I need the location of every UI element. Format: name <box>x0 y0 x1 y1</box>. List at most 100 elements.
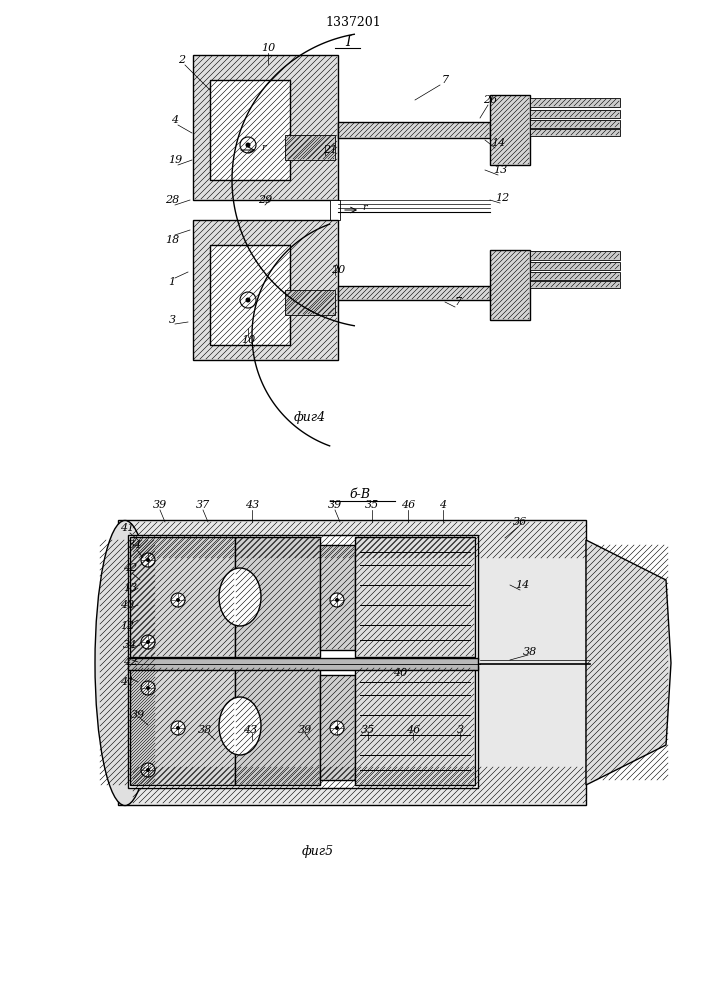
Text: 4: 4 <box>171 115 179 125</box>
Text: 37: 37 <box>196 500 210 510</box>
Text: 13: 13 <box>123 583 137 593</box>
Text: 26: 26 <box>483 95 497 105</box>
Text: 14: 14 <box>491 138 505 148</box>
Polygon shape <box>490 250 530 320</box>
Circle shape <box>335 598 339 602</box>
Text: 39: 39 <box>298 725 312 735</box>
Text: r: r <box>363 204 368 213</box>
Text: 19: 19 <box>168 155 182 165</box>
Circle shape <box>240 137 256 153</box>
Text: 12: 12 <box>120 621 134 631</box>
Bar <box>235 537 320 657</box>
Bar <box>193 220 338 360</box>
Circle shape <box>240 292 256 308</box>
Circle shape <box>171 721 185 735</box>
Text: 38: 38 <box>198 725 212 735</box>
Bar <box>330 200 340 220</box>
Circle shape <box>245 298 250 302</box>
Text: 29: 29 <box>258 195 272 205</box>
Text: 40: 40 <box>120 600 134 610</box>
Circle shape <box>146 768 150 772</box>
Bar <box>128 666 478 788</box>
Bar <box>128 658 478 670</box>
Bar <box>530 262 620 270</box>
Text: 7: 7 <box>455 297 462 307</box>
Text: 3: 3 <box>168 315 175 325</box>
Circle shape <box>141 553 155 567</box>
Text: 43: 43 <box>245 500 259 510</box>
Circle shape <box>141 681 155 695</box>
Text: 2: 2 <box>178 55 185 65</box>
Circle shape <box>176 726 180 730</box>
Bar <box>530 251 620 260</box>
Bar <box>530 129 620 136</box>
Circle shape <box>335 726 339 730</box>
Text: 1: 1 <box>168 277 175 287</box>
Bar <box>193 55 338 200</box>
Circle shape <box>330 721 344 735</box>
Text: 39: 39 <box>153 500 167 510</box>
Text: 43: 43 <box>243 725 257 735</box>
Text: 10: 10 <box>261 43 275 53</box>
Ellipse shape <box>219 697 261 755</box>
Bar <box>128 535 478 660</box>
Circle shape <box>146 558 150 562</box>
Text: 4: 4 <box>440 500 447 510</box>
Text: r: r <box>262 142 267 151</box>
Text: 35: 35 <box>365 500 379 510</box>
Bar <box>530 272 620 280</box>
Bar <box>235 667 320 785</box>
Circle shape <box>245 142 250 147</box>
Bar <box>118 520 586 805</box>
Text: фиг5: фиг5 <box>302 846 334 858</box>
Bar <box>285 135 335 160</box>
Bar <box>530 120 620 128</box>
Bar <box>355 537 475 657</box>
Text: 39: 39 <box>328 500 342 510</box>
Text: 18: 18 <box>165 235 179 245</box>
Text: 42: 42 <box>123 563 137 573</box>
Circle shape <box>176 598 180 602</box>
Ellipse shape <box>95 520 155 806</box>
Bar <box>210 245 290 345</box>
Text: 13: 13 <box>493 165 507 175</box>
Circle shape <box>141 763 155 777</box>
Text: I: I <box>345 35 351 49</box>
Text: 34: 34 <box>123 640 137 650</box>
Polygon shape <box>490 95 530 165</box>
Text: 46: 46 <box>406 725 420 735</box>
Bar <box>320 675 355 780</box>
Polygon shape <box>338 286 490 300</box>
Text: 41: 41 <box>120 523 134 533</box>
Text: б-В: б-В <box>349 488 370 502</box>
Text: 7: 7 <box>441 75 448 85</box>
Text: 20: 20 <box>331 265 345 275</box>
Text: 39: 39 <box>131 710 145 720</box>
Text: 3: 3 <box>457 725 464 735</box>
Bar <box>355 667 475 785</box>
Circle shape <box>141 635 155 649</box>
Text: 28: 28 <box>165 195 179 205</box>
Circle shape <box>146 640 150 644</box>
Text: 46: 46 <box>401 500 415 510</box>
Text: 12: 12 <box>495 193 509 203</box>
Bar <box>210 80 290 180</box>
Text: 42: 42 <box>123 657 137 667</box>
Bar <box>320 545 355 650</box>
Bar <box>130 667 235 785</box>
Circle shape <box>171 593 185 607</box>
Text: 38: 38 <box>523 647 537 657</box>
Polygon shape <box>586 540 671 785</box>
Ellipse shape <box>219 568 261 626</box>
Circle shape <box>330 593 344 607</box>
Bar <box>530 110 620 118</box>
Text: 40: 40 <box>393 668 407 678</box>
Circle shape <box>146 686 150 690</box>
Polygon shape <box>338 122 490 138</box>
Text: 14: 14 <box>515 580 529 590</box>
Text: 34: 34 <box>128 540 142 550</box>
Text: 10: 10 <box>241 335 255 345</box>
Bar <box>285 290 335 315</box>
Text: 1337201: 1337201 <box>325 15 381 28</box>
Text: 21: 21 <box>323 145 337 155</box>
